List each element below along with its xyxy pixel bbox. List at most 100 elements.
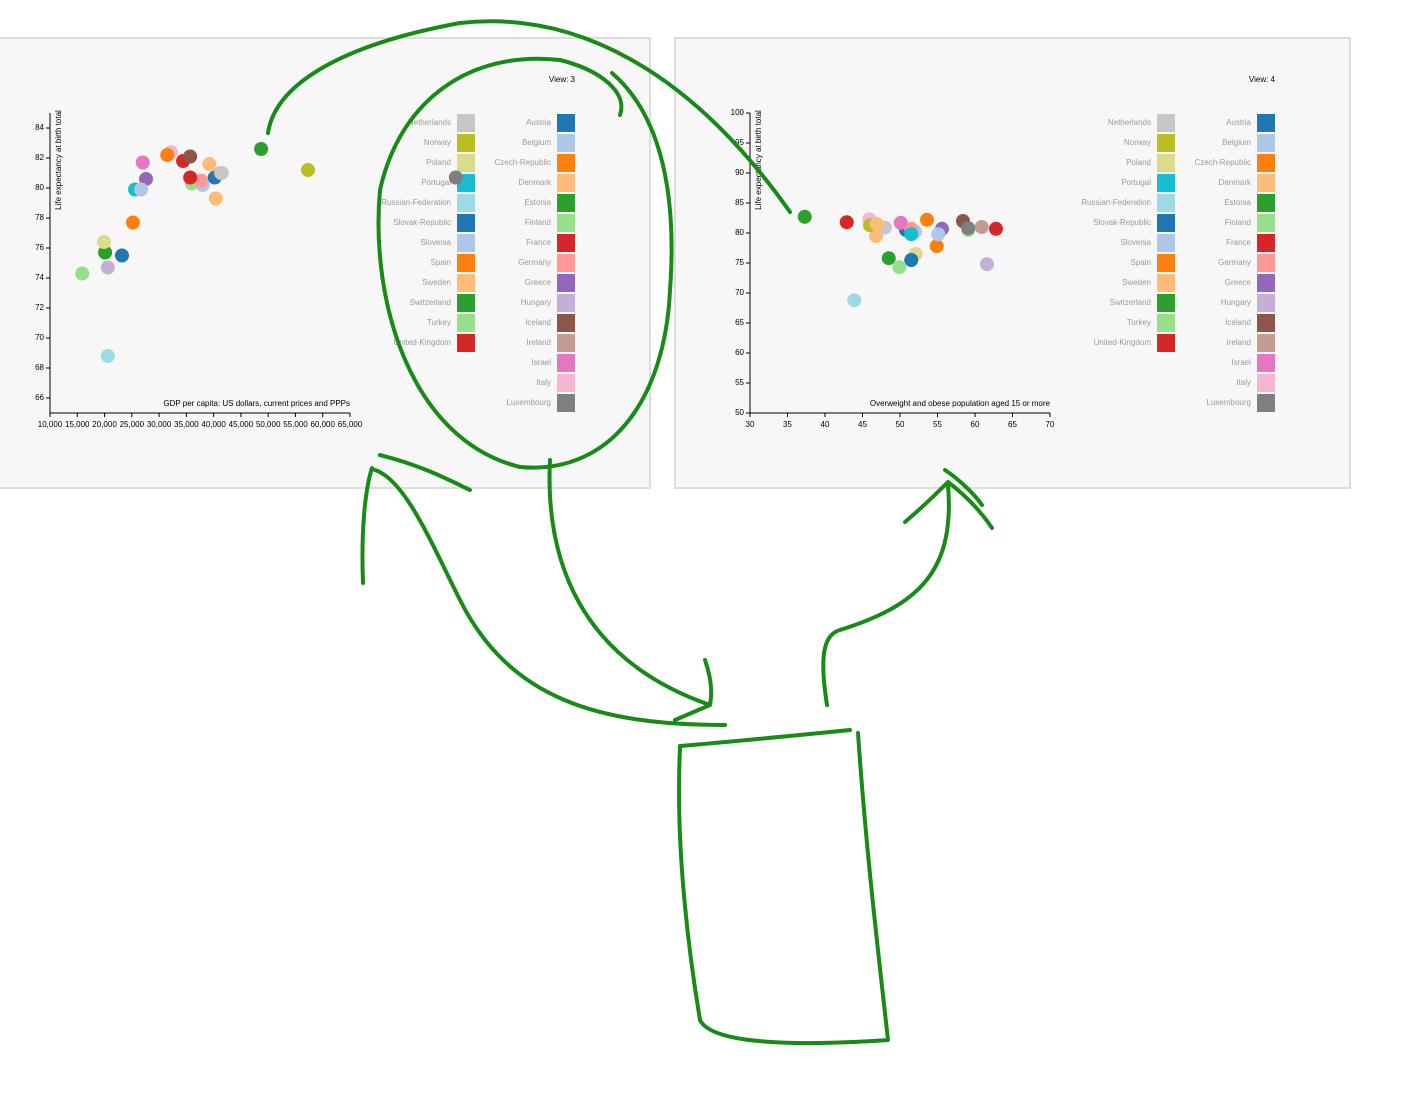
legend-swatch bbox=[557, 134, 575, 152]
legend-swatch bbox=[557, 154, 575, 172]
legend-swatch bbox=[557, 194, 575, 212]
point bbox=[961, 221, 976, 236]
legend-swatch bbox=[1257, 394, 1275, 412]
point bbox=[929, 239, 944, 254]
legend-label: Russian-Federation bbox=[381, 198, 451, 207]
legend-swatch bbox=[457, 234, 475, 252]
legend-swatch bbox=[1157, 174, 1175, 192]
legend-swatch bbox=[1257, 174, 1275, 192]
point bbox=[134, 182, 149, 197]
legend-swatch bbox=[1257, 154, 1275, 172]
legend-swatch bbox=[557, 254, 575, 272]
legend-label: Poland bbox=[1126, 158, 1151, 167]
legend-label: Italy bbox=[536, 378, 551, 387]
y-axis-label: Life expectancy at birth total bbox=[54, 110, 63, 210]
y-tick-label: 78 bbox=[35, 213, 44, 222]
x-tick-label: 50,000 bbox=[256, 420, 281, 429]
legend-swatch bbox=[557, 314, 575, 332]
point bbox=[974, 220, 989, 234]
legend-swatch bbox=[1257, 194, 1275, 212]
x-tick-label: 65,000 bbox=[338, 420, 363, 429]
annotation-stroke bbox=[360, 453, 472, 585]
y-tick-label: 70 bbox=[735, 288, 744, 297]
legend-label: Belgium bbox=[1222, 138, 1251, 147]
point bbox=[920, 212, 934, 227]
y-tick-label: 70 bbox=[35, 333, 44, 342]
legend-label: Italy bbox=[1236, 378, 1251, 387]
legend-swatch bbox=[457, 334, 475, 352]
annotation-stroke bbox=[376, 56, 674, 470]
annotation-stroke bbox=[373, 468, 727, 727]
legend-swatch bbox=[457, 294, 475, 312]
x-tick-label: 45,000 bbox=[229, 420, 254, 429]
legend-label: Greece bbox=[525, 278, 552, 287]
legend-swatch bbox=[457, 114, 475, 132]
point bbox=[254, 142, 269, 156]
legend-label: Belgium bbox=[522, 138, 551, 147]
legend-label: Poland bbox=[426, 158, 451, 167]
legend-swatch bbox=[1157, 234, 1175, 252]
legend-label: Finland bbox=[1225, 218, 1251, 227]
legend-label: Austria bbox=[1226, 118, 1251, 127]
point bbox=[892, 260, 907, 275]
point bbox=[989, 221, 1003, 236]
point bbox=[847, 293, 862, 308]
point bbox=[208, 191, 223, 206]
legend-label: Portugal bbox=[421, 178, 451, 187]
legend-swatch bbox=[1157, 254, 1175, 272]
x-tick-label: 30,000 bbox=[147, 420, 172, 429]
point bbox=[100, 349, 115, 363]
legend-label: Greece bbox=[1225, 278, 1252, 287]
legend-label: Estonia bbox=[1224, 198, 1251, 207]
legend-label: Denmark bbox=[1219, 178, 1252, 187]
legend-swatch bbox=[457, 314, 475, 332]
legend-label: Ireland bbox=[527, 338, 551, 347]
y-tick-label: 50 bbox=[735, 408, 744, 417]
x-tick-label: 60,000 bbox=[310, 420, 335, 429]
legend-label: Iceland bbox=[1225, 318, 1251, 327]
legend-swatch bbox=[557, 394, 575, 412]
point bbox=[448, 170, 463, 185]
annotations bbox=[266, 19, 994, 1046]
legend-swatch bbox=[457, 274, 475, 292]
legend-swatch bbox=[1257, 334, 1275, 352]
legend-label: Israel bbox=[1231, 358, 1251, 367]
annotation-stroke bbox=[547, 458, 714, 722]
legend-label: Russian-Federation bbox=[1081, 198, 1151, 207]
x-tick-label: 65 bbox=[1008, 420, 1017, 429]
point bbox=[98, 245, 113, 260]
legend-label: Netherlands bbox=[408, 118, 451, 127]
annotation-stroke bbox=[821, 468, 994, 707]
legend-label: Hungary bbox=[1221, 298, 1251, 307]
legend-swatch bbox=[457, 254, 475, 272]
legend-swatch bbox=[1157, 274, 1175, 292]
y-tick-label: 60 bbox=[735, 348, 744, 357]
legend-label: Switzerland bbox=[1110, 298, 1151, 307]
legend-swatch bbox=[557, 214, 575, 232]
point bbox=[839, 215, 854, 230]
legend-label: Slovak-Republic bbox=[393, 218, 451, 227]
point bbox=[869, 229, 883, 243]
point bbox=[893, 215, 908, 230]
legend-label: Czech-Republic bbox=[1195, 158, 1251, 167]
y-tick-label: 66 bbox=[35, 393, 44, 402]
point bbox=[139, 172, 153, 186]
view-label: View: 4 bbox=[1249, 75, 1276, 84]
legend-swatch bbox=[1157, 154, 1175, 172]
legend-label: Sweden bbox=[1122, 278, 1151, 287]
x-tick-label: 40,000 bbox=[201, 420, 226, 429]
legend-swatch bbox=[557, 274, 575, 292]
y-tick-label: 95 bbox=[735, 138, 744, 147]
y-tick-label: 82 bbox=[35, 153, 44, 162]
y-tick-label: 65 bbox=[735, 318, 744, 327]
legend-swatch bbox=[1157, 214, 1175, 232]
y-tick-label: 100 bbox=[731, 108, 745, 117]
legend-swatch bbox=[457, 154, 475, 172]
x-tick-label: 55,000 bbox=[283, 420, 308, 429]
legend-label: Czech-Republic bbox=[495, 158, 551, 167]
legend-label: United-Kingdom bbox=[1094, 338, 1152, 347]
legend-swatch bbox=[1157, 134, 1175, 152]
